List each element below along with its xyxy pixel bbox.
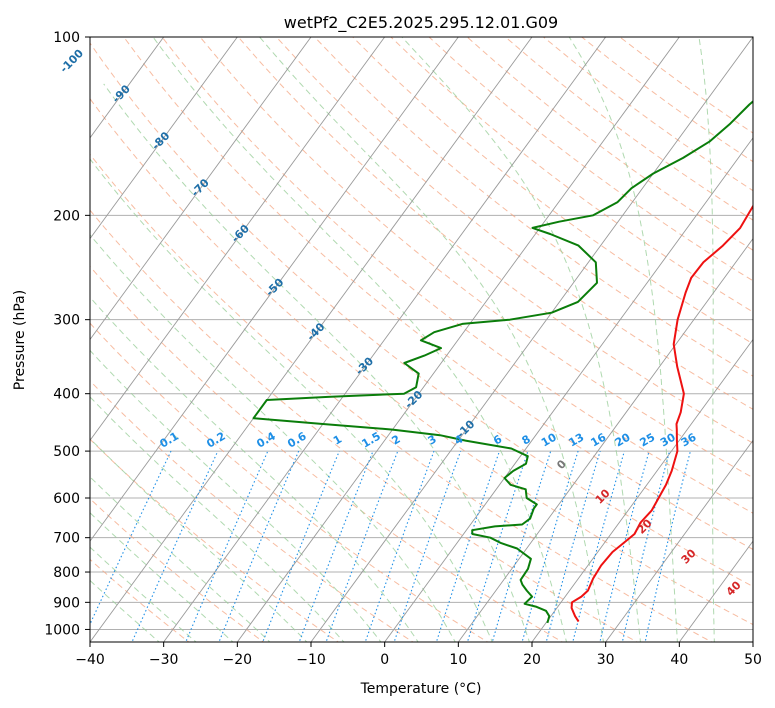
moist-adiabat — [698, 37, 715, 642]
dry-adiabat — [90, 265, 564, 642]
dry-adiabat — [90, 380, 414, 642]
mixing-ratio-line — [218, 450, 300, 642]
temperature-profile — [570, 204, 753, 623]
moist-adiabat — [90, 158, 493, 642]
skewed-isotherm — [90, 37, 533, 642]
chart-title: wetPf2_C2E5.2025.295.12.01.G09 — [284, 13, 558, 33]
mixing-ratio-line — [435, 450, 501, 642]
x-tick-label: −20 — [223, 652, 253, 668]
moist-adiabat — [568, 37, 678, 642]
skewed-isotherm — [605, 439, 753, 642]
plot-frame — [89, 36, 754, 643]
dry-adiabat — [90, 153, 713, 642]
background-lines — [90, 37, 753, 642]
profile-lines — [252, 100, 753, 624]
y-axis-label: Pressure (hPa) — [12, 290, 28, 390]
x-tick-label: −10 — [296, 652, 326, 668]
x-tick-label: 10 — [449, 652, 467, 668]
dry-adiabat — [90, 42, 753, 588]
mixing-ratio-line — [545, 450, 601, 642]
y-tick-label: 1000 — [44, 622, 80, 638]
x-tick-label: 30 — [597, 652, 615, 668]
y-tick-label: 900 — [53, 595, 80, 611]
dry-adiabat — [237, 37, 753, 444]
moist-adiabat — [401, 37, 642, 642]
skewed-isotherm — [90, 37, 386, 442]
mixing-ratio-line — [364, 450, 435, 642]
moist-adiabat — [90, 396, 345, 642]
x-tick-label: 40 — [670, 652, 688, 668]
y-tick-label: 200 — [53, 208, 80, 224]
x-tick-label: −40 — [75, 652, 105, 668]
dry-adiabat — [90, 209, 639, 642]
moist-adiabat — [90, 579, 160, 642]
skewed-isotherm — [236, 37, 680, 642]
x-tick-label: 20 — [523, 652, 541, 668]
plot-area — [90, 37, 753, 642]
skewed-isotherm — [90, 37, 165, 139]
mixing-ratio-line — [621, 450, 671, 642]
dry-adiabat — [352, 37, 753, 345]
mixing-ratio-line — [298, 450, 374, 642]
y-tick-label: 600 — [53, 491, 80, 507]
skewed-isotherm — [384, 137, 753, 642]
dry-adiabat — [90, 438, 340, 642]
x-axis: −40 −30 −20 −10 0 10 20 30 40 50 — [75, 642, 762, 668]
dry-adiabat — [199, 37, 753, 479]
y-tick-label: 800 — [53, 565, 80, 581]
dry-adiabat — [161, 37, 753, 514]
dry-adiabat — [390, 37, 753, 313]
moist-adiabat — [90, 476, 271, 642]
x-tick-label: 50 — [744, 652, 762, 668]
dry-adiabat — [90, 322, 489, 642]
dry-adiabat — [123, 37, 753, 550]
moist-adiabat — [259, 37, 605, 642]
y-tick-label: 100 — [53, 30, 80, 46]
skewed-isotherm — [531, 338, 753, 642]
skewed-isotherm — [457, 237, 753, 642]
x-tick-label: 0 — [380, 652, 389, 668]
mixing-ratio-line — [393, 450, 462, 642]
dry-adiabat — [90, 97, 753, 626]
mixing-ratio-line — [262, 450, 340, 642]
skewed-isotherm — [310, 37, 753, 642]
mixing-ratio-line — [90, 450, 172, 626]
x-tick-label: −30 — [149, 652, 179, 668]
mixing-ratio-line — [521, 450, 579, 642]
moist-adiabat — [152, 37, 568, 642]
y-axis: 100 200 300 400 500 600 700 800 900 1000 — [44, 30, 90, 638]
mixing-ratio-line — [599, 450, 650, 642]
mixing-ratio-line — [491, 450, 552, 642]
mixing-ratio-line — [644, 450, 691, 642]
dewpoint-profile — [252, 100, 753, 624]
moist-adiabat — [90, 296, 419, 642]
y-tick-label: 400 — [53, 387, 80, 403]
moist-adiabat — [90, 234, 456, 642]
y-tick-label: 500 — [53, 444, 80, 460]
skewed-isotherm — [163, 37, 607, 642]
y-tick-label: 700 — [53, 531, 80, 547]
skewed-isotherm — [90, 37, 312, 341]
mixing-ratio-line — [325, 450, 399, 642]
x-axis-label: Temperature (°C) — [360, 681, 482, 697]
moist-adiabat — [90, 437, 308, 642]
moist-adiabat — [103, 83, 530, 642]
mixing-ratio-line — [466, 450, 529, 642]
y-tick-label: 300 — [53, 313, 80, 329]
skewed-isotherm — [90, 37, 238, 240]
